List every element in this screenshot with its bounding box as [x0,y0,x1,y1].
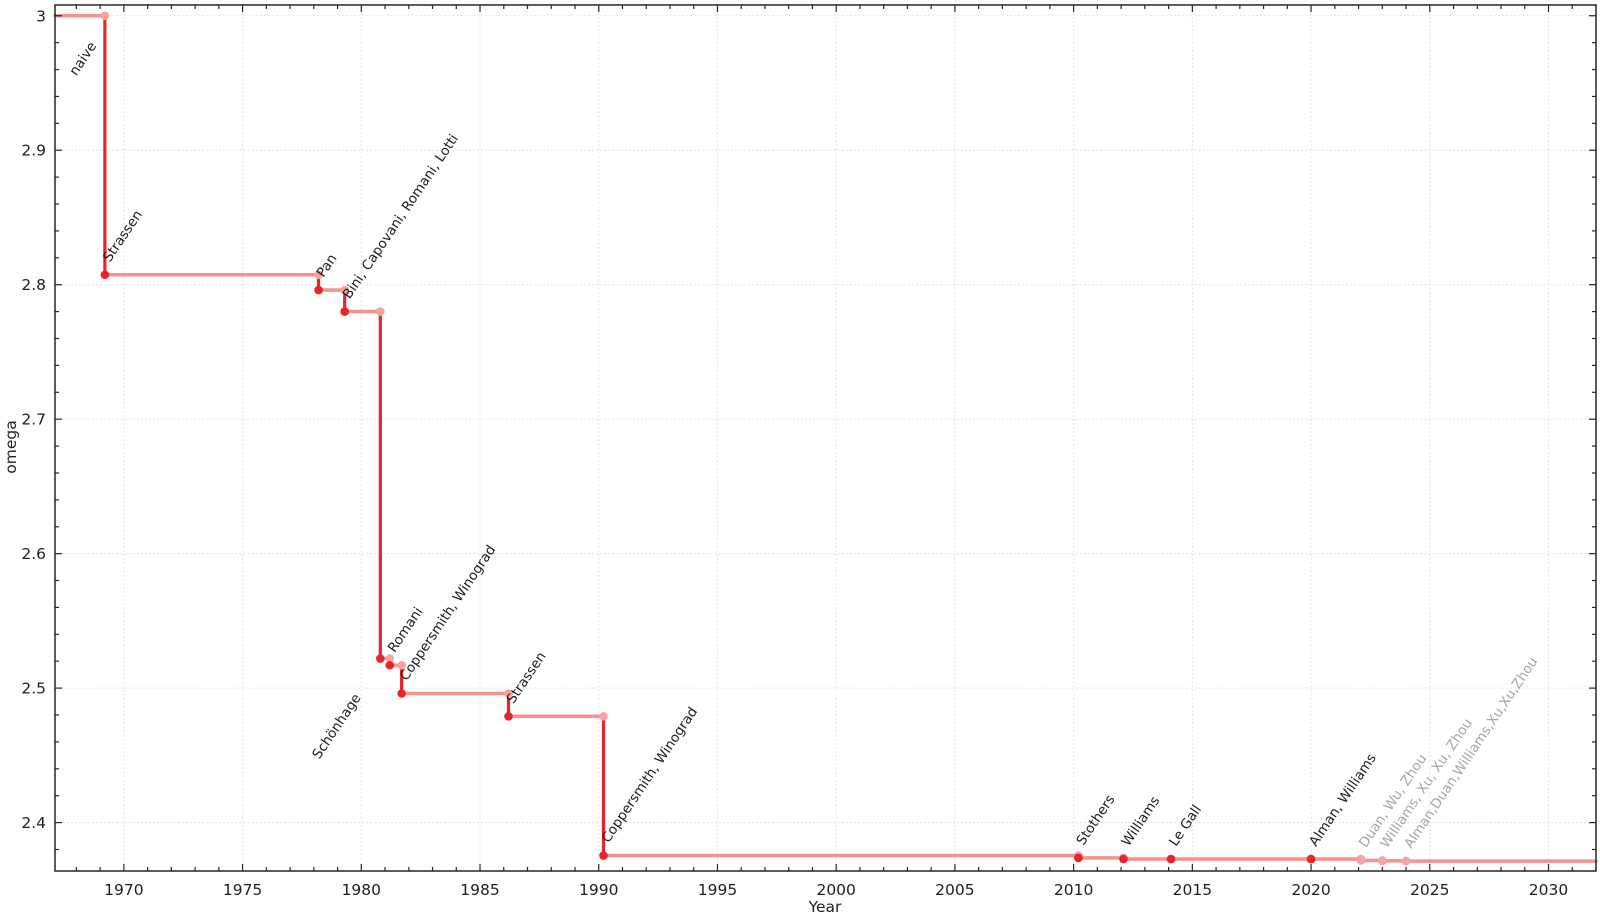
x-tick-label: 1980 [342,881,381,899]
step-corner-marker [314,270,323,280]
x-tick-label: 2025 [1410,881,1449,899]
record-marker [385,660,395,670]
y-tick-label: 2.7 [21,411,46,429]
record-label: Le Gall [1166,802,1205,849]
record-marker [1401,856,1411,866]
y-tick-label: 2.9 [21,142,46,160]
x-tick-label: 1995 [698,881,737,899]
step-corner-marker [504,689,513,698]
record-marker [100,270,110,280]
y-axis-title: omega [2,420,20,473]
axis-tick-labels: 1970 1975 1980 1985 1990 1995 2000 2005 2010 2015… [21,7,1568,899]
step-corner-marker [340,285,349,295]
record-label: Strassen [504,649,550,707]
record-marker [1119,854,1128,864]
record-marker [397,689,406,698]
x-tick-label: 1985 [460,881,499,899]
x-tick-label: 2010 [1054,881,1093,899]
x-tick-label: 2020 [1291,881,1330,899]
y-tick-label: 2.5 [21,680,46,698]
y-tick-label: 2.4 [21,814,46,832]
record-marker [1378,856,1387,866]
record-label: Coppersmith, Winograd [599,704,702,845]
x-tick-label: 1970 [104,881,143,899]
record-label: Williams [1119,793,1164,849]
step-corner-marker [397,660,406,670]
record-marker [1074,853,1083,863]
record-marker [504,712,513,721]
record-label: naive [66,39,100,79]
record-label: Stothers [1073,792,1118,848]
step-corner-marker [385,654,395,663]
plot-border [54,4,1597,872]
y-tick-label: 2.8 [21,276,46,294]
record-markers [100,270,1411,866]
x-tick-label: 2030 [1529,881,1568,899]
x-tick-label: 1990 [579,881,618,899]
record-marker [314,285,323,295]
x-tick-label: 2000 [816,881,855,899]
record-marker [1166,854,1176,864]
y-tick-label: 2.6 [21,545,46,563]
x-axis-title: Year [808,898,842,916]
record-marker [340,307,349,316]
step-corner-markers [100,11,1411,866]
x-tick-label: 2005 [935,881,974,899]
record-label: Bini, Capovani, Romani, Lotti [340,131,462,301]
step-series [53,13,1598,863]
record-label: Strassen [100,207,146,265]
record-marker [599,851,608,860]
x-tick-label: 2015 [1173,881,1212,899]
record-label: Schönhage [309,691,364,762]
step-corner-marker [599,712,608,721]
record-marker [1306,854,1316,864]
axis-ticks [55,5,1597,871]
record-marker [1356,856,1366,865]
record-label: Alman,Duan,Williams,Xu,Xu,Zhou [1401,654,1541,851]
record-marker [375,654,385,663]
step-corner-marker [375,307,385,316]
step-corner-marker [100,11,110,21]
y-tick-label: 3 [36,7,46,25]
gridlines [55,5,1596,871]
x-tick-label: 1975 [223,881,262,899]
